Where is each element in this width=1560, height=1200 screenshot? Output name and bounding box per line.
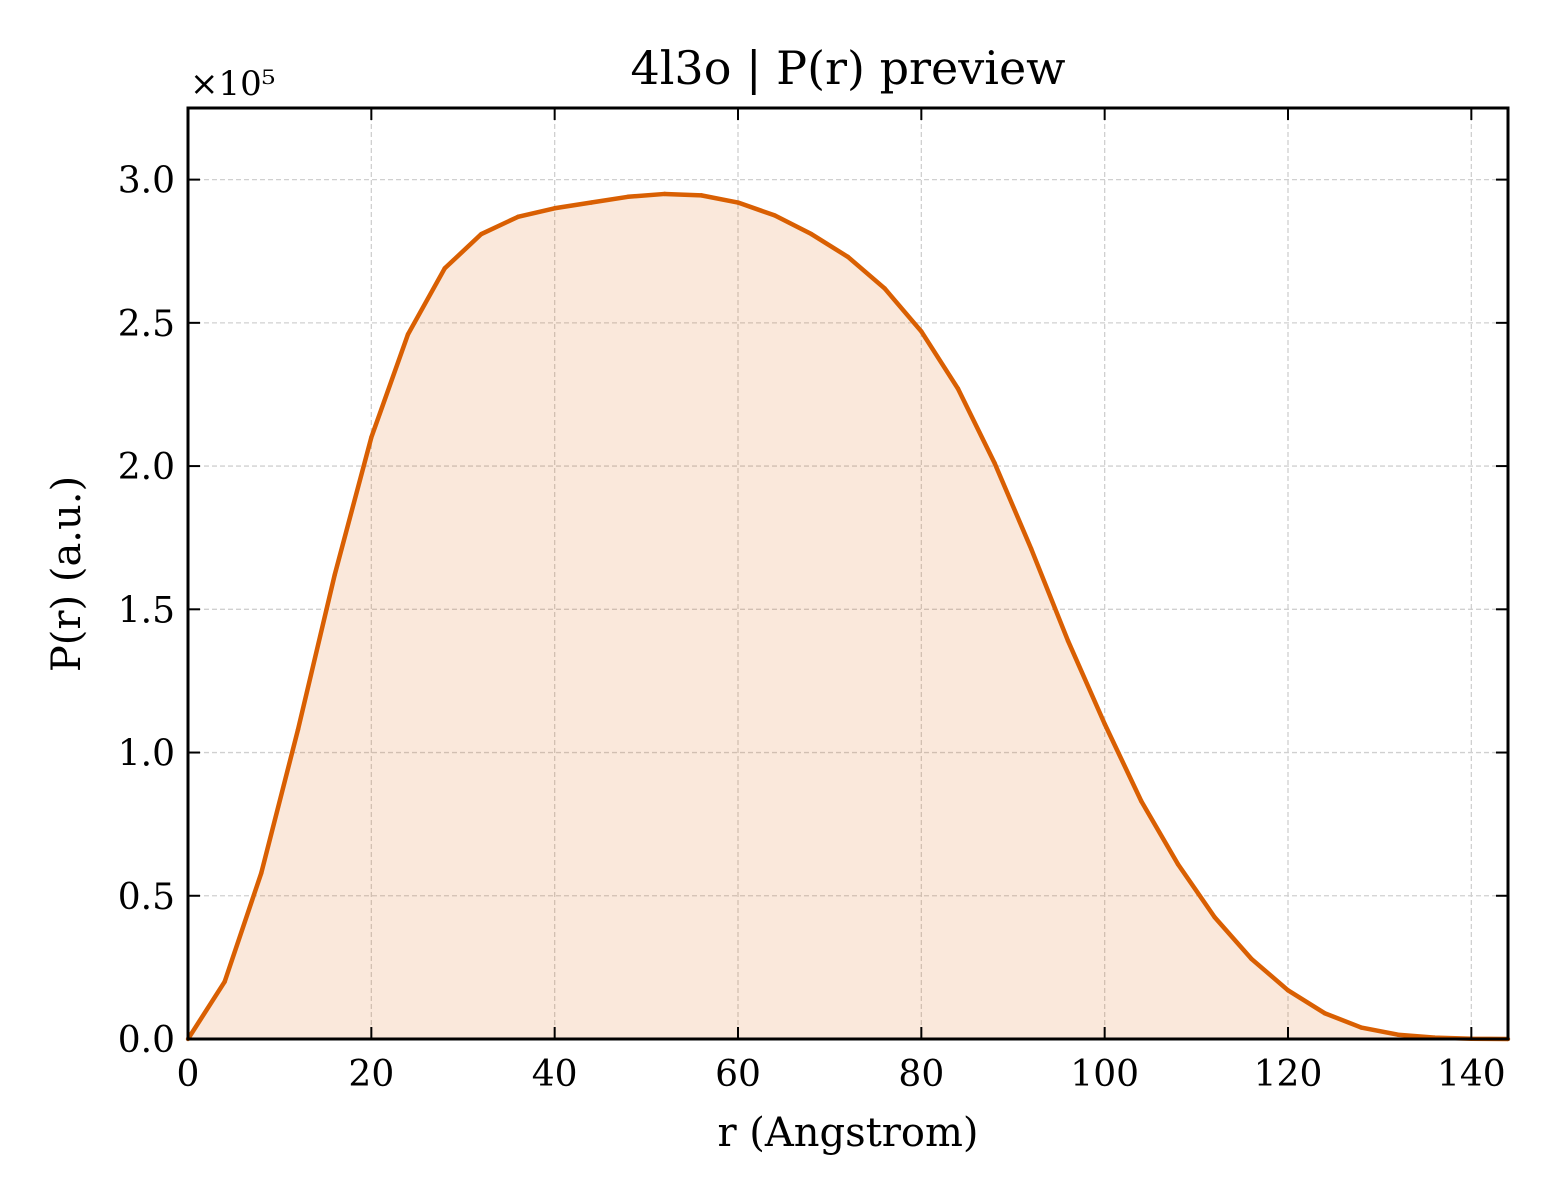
x-tick-label: 0 xyxy=(177,1054,200,1095)
data-point xyxy=(735,200,741,205)
y-axis-label: P(r) (a.u.) xyxy=(44,476,90,672)
data-point xyxy=(479,231,484,237)
y-tick-label: 2.0 xyxy=(118,447,175,488)
data-point xyxy=(515,214,521,220)
x-tick-label: 120 xyxy=(1254,1054,1323,1095)
x-axis: 0 20 40 60 80 100 120 140 xyxy=(177,108,1506,1095)
y-tick-label: 1.5 xyxy=(118,590,175,631)
data-point xyxy=(992,461,997,466)
data-point xyxy=(625,194,631,199)
data-point xyxy=(1029,546,1034,552)
data-point xyxy=(1212,915,1217,920)
plot-frame xyxy=(186,106,1510,1041)
x-tick-label: 140 xyxy=(1437,1054,1506,1095)
data-point xyxy=(1249,956,1254,961)
y-tick-label: 3.0 xyxy=(118,161,175,202)
data-point xyxy=(919,329,924,334)
grid-lines xyxy=(188,108,1508,1039)
data-point xyxy=(589,200,594,205)
data-point xyxy=(369,435,374,440)
data-point xyxy=(1285,988,1291,993)
data-point xyxy=(1139,799,1144,804)
x-tick-label: 40 xyxy=(532,1054,578,1095)
y-tick-label: 1.0 xyxy=(118,734,175,775)
data-point xyxy=(1395,1032,1401,1037)
y-tick-label: 0.5 xyxy=(118,877,175,918)
data-point xyxy=(552,206,557,211)
data-point xyxy=(259,870,264,876)
y-tick-label: 0.0 xyxy=(118,1020,175,1061)
y-multiplier-label: ×10⁵ xyxy=(190,64,275,104)
data-point xyxy=(809,231,814,237)
y-tick-label: 2.5 xyxy=(118,304,175,345)
data-point xyxy=(1102,721,1107,727)
data-point xyxy=(1359,1025,1364,1030)
data-point xyxy=(1322,1011,1327,1016)
data-point xyxy=(332,572,337,578)
x-tick-label: 80 xyxy=(898,1054,944,1095)
chart-title: 4l3o | P(r) preview xyxy=(630,41,1065,95)
x-tick-label: 60 xyxy=(715,1054,761,1095)
data-point xyxy=(405,332,411,337)
data-point xyxy=(1175,862,1181,867)
x-axis-label: r (Angstrom) xyxy=(717,1110,978,1156)
data-point xyxy=(295,727,301,732)
y-axis: 0.0 0.5 1.0 1.5 2.0 2.5 3.0 xyxy=(118,161,1508,1061)
x-tick-label: 100 xyxy=(1070,1054,1139,1095)
data-point xyxy=(442,266,447,271)
data-point xyxy=(699,193,704,198)
data-point xyxy=(882,286,887,291)
x-tick-label: 20 xyxy=(348,1054,394,1095)
series-fill-area xyxy=(188,193,1508,1039)
data-point xyxy=(1065,638,1071,644)
data-point xyxy=(955,386,961,391)
data-point xyxy=(772,213,777,218)
data-point xyxy=(662,191,667,197)
data-point xyxy=(845,254,851,260)
data-point xyxy=(222,979,227,984)
